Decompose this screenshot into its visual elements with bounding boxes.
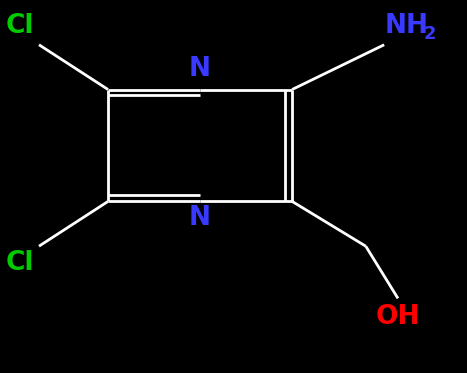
Text: NH: NH	[384, 13, 428, 39]
Text: Cl: Cl	[6, 13, 35, 39]
Text: OH: OH	[376, 304, 420, 330]
Text: N: N	[189, 205, 211, 231]
Text: 2: 2	[423, 25, 436, 43]
Text: Cl: Cl	[6, 250, 35, 276]
Text: N: N	[189, 56, 211, 82]
